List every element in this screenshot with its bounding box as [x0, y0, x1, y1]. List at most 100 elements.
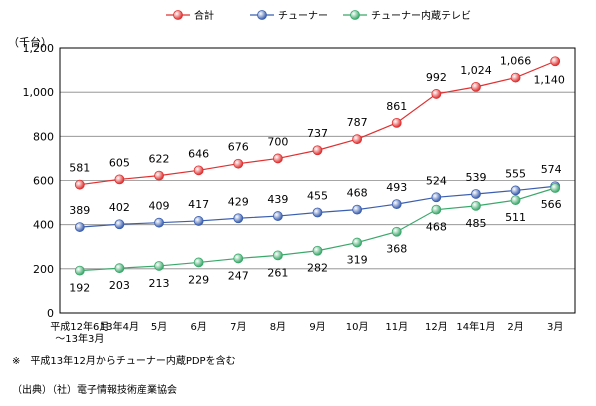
data-point [352, 204, 363, 215]
data-point [114, 263, 125, 274]
data-label: 737 [307, 127, 328, 140]
x-tick-label: 5月 [151, 321, 167, 333]
line-chart: 合計 チューナー チューナー内蔵テレビ （千台） 0 200 400 600 800 1,00… [8, 9, 576, 345]
data-point [154, 170, 164, 181]
series-group [74, 56, 561, 276]
data-point [233, 253, 244, 264]
data-point [193, 257, 204, 268]
data-point [114, 219, 125, 230]
data-label: 581 [69, 162, 90, 175]
data-label: 787 [347, 116, 368, 129]
x-tick-label: 7月 [230, 321, 246, 333]
data-point [431, 204, 442, 215]
data-label: 493 [386, 181, 407, 194]
footnote: ※ 平成13年12月からチューナー内蔵PDPを含む [12, 356, 236, 367]
data-point [391, 199, 402, 210]
data-point [154, 217, 164, 228]
data-label: 861 [386, 100, 407, 113]
y-tick-label: 1,000 [23, 86, 55, 99]
data-label: 676 [228, 141, 249, 154]
data-point [233, 213, 244, 224]
data-point [550, 56, 561, 67]
data-label: 566 [541, 198, 562, 211]
y-tick-label: 0 [47, 307, 54, 320]
data-label: 192 [69, 282, 90, 295]
x-tick-label: 平成12年6月～13年3月 [50, 320, 109, 345]
series-line [79, 60, 556, 186]
data-point [431, 89, 442, 99]
y-tick-label: 800 [33, 130, 54, 143]
data-label: 1,140 [533, 73, 565, 86]
data-label: 468 [426, 221, 447, 234]
data-label: 247 [228, 269, 249, 282]
data-point [272, 211, 283, 221]
data-point [352, 134, 363, 145]
data-label: 203 [109, 279, 130, 292]
data-label: 622 [149, 153, 170, 166]
data-point [471, 189, 481, 199]
data-point [352, 237, 363, 248]
plot-frame [59, 47, 576, 314]
data-point [114, 174, 125, 185]
legend-marker [173, 10, 183, 20]
data-label: 417 [188, 198, 209, 211]
data-label: 700 [267, 135, 288, 148]
data-point [431, 192, 442, 203]
y-tick-label: 1,200 [23, 42, 55, 55]
data-label: 429 [228, 195, 249, 208]
data-label: 319 [347, 254, 368, 267]
y-axis-unit-label: （千台） [8, 35, 52, 49]
x-tick-label: 13年4月 [100, 320, 139, 333]
data-point [471, 81, 481, 92]
data-point [510, 185, 521, 196]
data-label: 455 [307, 190, 328, 203]
data-point [272, 153, 283, 164]
data-point [510, 72, 521, 83]
data-point [74, 222, 85, 232]
data-label: 646 [188, 147, 209, 160]
data-point [550, 183, 561, 193]
x-tick-label: 6月 [190, 321, 206, 333]
data-point [74, 179, 85, 190]
data-label: 1,024 [460, 64, 492, 77]
data-label: 555 [505, 167, 526, 180]
data-label: 511 [505, 211, 526, 224]
data-label: 282 [307, 262, 328, 275]
data-point [193, 165, 204, 176]
x-tick-label: 12月 [425, 321, 448, 333]
y-tick-label: 600 [33, 175, 54, 188]
data-labels: 581 605 622 646 676 700 737 787 861 992 1,024 1,066… [69, 55, 565, 295]
data-label: 605 [109, 156, 130, 169]
data-point [154, 261, 164, 271]
data-point [471, 200, 481, 211]
legend-label: チューナー内蔵テレビ [371, 9, 471, 22]
x-tick-label: 10月 [346, 321, 369, 333]
data-label: 524 [426, 174, 447, 187]
y-axis-ticks: 0 200 400 600 800 1,000 1,200 [23, 42, 55, 320]
source-note: （出典）（社）電子情報技術産業協会 [12, 385, 177, 396]
data-point [193, 216, 204, 226]
data-label: 389 [69, 204, 90, 217]
data-label: 368 [386, 243, 407, 256]
y-tick-label: 400 [33, 219, 54, 232]
legend-marker [257, 10, 267, 20]
gridlines [60, 91, 575, 270]
data-point [391, 117, 402, 128]
legend-label: チューナー [278, 10, 328, 22]
data-label: 439 [267, 193, 288, 206]
data-point [510, 195, 521, 206]
x-tick-label: 14年1月 [456, 320, 495, 333]
data-label: 213 [149, 277, 170, 290]
data-point [272, 250, 283, 261]
x-tick-label: 8月 [270, 321, 286, 333]
data-label: 261 [267, 266, 288, 279]
x-tick-label: 11月 [385, 321, 408, 333]
x-tick-label: 9月 [309, 321, 325, 333]
data-label: 402 [109, 201, 130, 214]
data-label: 485 [465, 217, 486, 230]
data-label: 992 [426, 71, 447, 84]
data-label: 409 [149, 200, 170, 213]
data-label: 1,066 [500, 55, 532, 68]
data-label: 574 [541, 163, 562, 176]
data-point [312, 145, 323, 156]
